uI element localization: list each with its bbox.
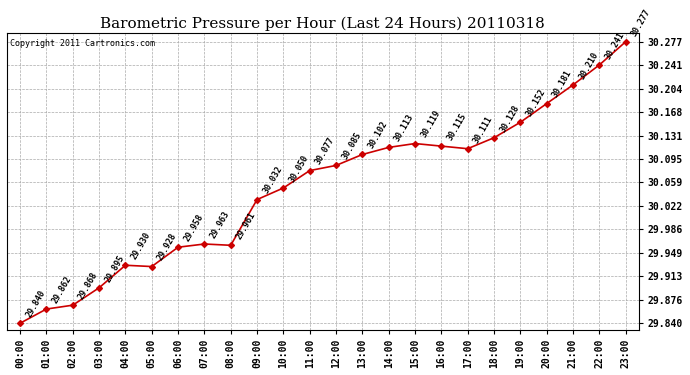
Text: 30.152: 30.152 bbox=[524, 88, 547, 118]
Text: 29.958: 29.958 bbox=[182, 213, 205, 243]
Text: 30.241: 30.241 bbox=[604, 30, 627, 61]
Text: 29.868: 29.868 bbox=[77, 270, 100, 301]
Text: 29.862: 29.862 bbox=[50, 274, 73, 305]
Text: 29.895: 29.895 bbox=[104, 253, 126, 284]
Text: 29.928: 29.928 bbox=[156, 232, 179, 262]
Text: 30.128: 30.128 bbox=[498, 103, 521, 134]
Text: 30.102: 30.102 bbox=[366, 120, 389, 150]
Title: Barometric Pressure per Hour (Last 24 Hours) 20110318: Barometric Pressure per Hour (Last 24 Ho… bbox=[101, 16, 545, 31]
Text: 29.961: 29.961 bbox=[235, 211, 257, 241]
Text: 30.032: 30.032 bbox=[262, 165, 284, 195]
Text: 30.077: 30.077 bbox=[314, 136, 337, 166]
Text: 29.930: 29.930 bbox=[130, 231, 152, 261]
Text: 29.840: 29.840 bbox=[24, 289, 47, 319]
Text: Copyright 2011 Cartronics.com: Copyright 2011 Cartronics.com bbox=[10, 39, 155, 48]
Text: 30.119: 30.119 bbox=[419, 109, 442, 140]
Text: 30.085: 30.085 bbox=[340, 131, 363, 161]
Text: 30.115: 30.115 bbox=[446, 111, 469, 142]
Text: 30.277: 30.277 bbox=[630, 7, 653, 38]
Text: 30.181: 30.181 bbox=[551, 69, 573, 99]
Text: 30.210: 30.210 bbox=[577, 50, 600, 81]
Text: 29.963: 29.963 bbox=[208, 209, 231, 240]
Text: 30.111: 30.111 bbox=[472, 114, 495, 144]
Text: 30.113: 30.113 bbox=[393, 113, 415, 143]
Text: 30.050: 30.050 bbox=[288, 153, 310, 184]
